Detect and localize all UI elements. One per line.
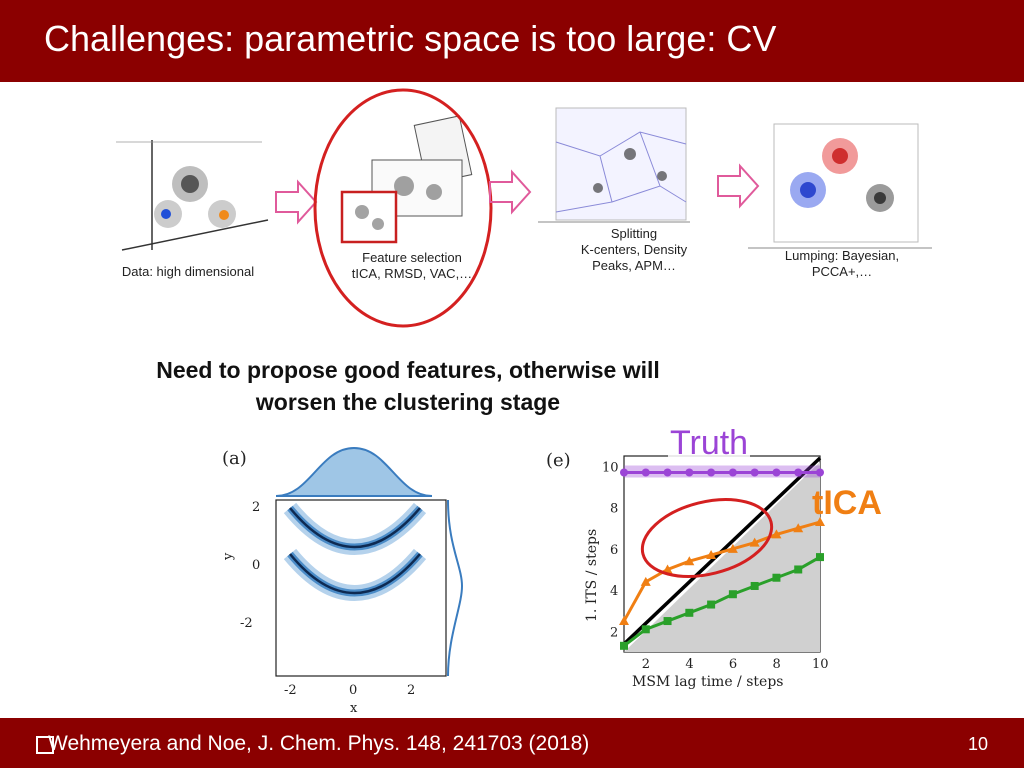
series-2-point-2	[663, 617, 672, 626]
y-axis-label: 1. ITS / steps	[584, 529, 600, 622]
top-marginal-density	[275, 446, 433, 497]
its-plot-panel: (e) 2 4 6 8 10 2 4 6 8 10 MSM lag time / steps 1.…	[546, 450, 829, 690]
series-2-point-6	[750, 581, 759, 590]
step3-caption: Splitting K-centers, Density Peaks, APM…	[544, 226, 724, 274]
series-2-point-8	[794, 565, 803, 574]
series-0-point-3	[685, 468, 694, 477]
y-tick-label-0: 2	[610, 625, 618, 640]
y-tick-label-4: 10	[602, 460, 619, 475]
step3-caption-line2: K-centers, Density	[580, 242, 688, 257]
x-tick-label-0: 2	[642, 657, 650, 672]
x-tick-label-4: 10	[812, 657, 829, 672]
series-2-point-3	[685, 608, 694, 617]
density-contours	[283, 502, 427, 601]
feature-selection-plots	[313, 88, 493, 328]
x-tick-label: -2	[284, 683, 297, 698]
series-0-point-5	[728, 468, 737, 477]
series-0-point-7	[772, 468, 781, 477]
step4-caption-line1: Lumping: Bayesian,	[784, 248, 900, 263]
y-tick-label-2: 6	[610, 543, 618, 558]
lumping-plot	[748, 123, 932, 249]
series-1-point-7	[771, 529, 782, 539]
x-axis-label: MSM lag time / steps	[632, 674, 783, 690]
series-line-1	[622, 520, 821, 622]
panel-e-label: (e)	[546, 450, 571, 471]
its-series-group	[619, 465, 825, 650]
right-marginal-density	[447, 499, 464, 677]
panel-a-label: (a)	[222, 448, 247, 469]
y-tick-label: 0	[252, 558, 260, 573]
series-2-point-9	[816, 553, 824, 562]
series-0-point-4	[707, 468, 716, 477]
step3-caption-line1: Splitting	[610, 226, 658, 241]
footer-bar	[0, 718, 1024, 768]
pipeline-arrow	[717, 163, 760, 209]
step1-caption: Data: high dimensional	[121, 264, 255, 279]
series-1-point-0	[619, 616, 629, 626]
series-2-point-7	[772, 573, 781, 582]
pipeline-diagram	[116, 88, 932, 328]
y-axis-label: y	[221, 552, 236, 561]
slide-title: Challenges: parametric space is too larg…	[44, 18, 777, 59]
x-tick-label: 2	[407, 683, 415, 698]
series-2-point-5	[728, 590, 737, 599]
series-1-point-4	[706, 550, 717, 560]
series-0-point-9	[816, 468, 824, 477]
series-1-point-6	[749, 537, 760, 547]
series-1-point-8	[793, 523, 804, 533]
y-tick-label-1: 4	[610, 584, 618, 599]
footer-icon	[36, 736, 54, 754]
x-tick-label-2: 6	[729, 657, 737, 672]
below-diagonal-region	[624, 462, 820, 652]
x-tick-label-3: 8	[772, 657, 780, 672]
series-0-point-6	[750, 468, 759, 477]
y-tick-label: -2	[240, 616, 253, 631]
x-tick-label-1: 4	[685, 657, 693, 672]
series-1-point-2	[662, 564, 673, 574]
footer-citation: Wehmeyera and Noe, J. Chem. Phys. 148, 2…	[48, 732, 590, 755]
series-0-point-1	[641, 468, 650, 477]
pipeline-arrow	[489, 169, 532, 215]
its-ticks-group: 2 4 6 8 10 2 4 6 8 10	[602, 460, 829, 672]
step3-caption-line3: Peaks, APM…	[592, 258, 676, 273]
series-line-2	[623, 555, 821, 648]
pipeline-arrow	[275, 179, 318, 225]
step2-caption-line2: tICA, RMSD, VAC,…	[351, 266, 473, 281]
x-axis-label: x	[350, 701, 358, 716]
step2-caption: Feature selection tICA, RMSD, VAC,…	[330, 250, 494, 282]
series-1-point-9	[815, 517, 825, 527]
note-text: Need to propose good features, otherwise…	[0, 354, 816, 418]
step4-caption-line2: PCCA+,…	[811, 264, 873, 279]
series-1-point-5	[727, 543, 738, 553]
highlight-ellipse	[640, 498, 774, 578]
x-tick-label: 0	[349, 683, 357, 698]
truth-label: Truth	[668, 424, 751, 463]
tica-label: tICA	[812, 484, 882, 522]
high-dimensional-data-plot	[116, 140, 269, 251]
slide-number: 10	[967, 734, 988, 754]
series-1-point-1	[640, 576, 651, 586]
step2-caption-line1: Feature selection	[362, 250, 462, 265]
series-2-point-4	[707, 600, 716, 609]
series-2-point-0	[620, 641, 628, 650]
step4-caption: Lumping: Bayesian, PCCA+,…	[762, 248, 922, 280]
highlight-circle	[313, 88, 493, 328]
series-0-point-2	[663, 468, 672, 477]
note-line1: Need to propose good features, otherwise…	[156, 357, 660, 383]
series-2-point-1	[641, 625, 650, 634]
series-1-point-3	[684, 556, 695, 566]
splitting-voronoi-plot	[538, 107, 690, 223]
y-tick-label: 2	[252, 500, 260, 515]
title-bar	[0, 0, 1024, 82]
y-tick-label-3: 8	[610, 502, 618, 517]
series-0-point-8	[794, 468, 803, 477]
series-0-point-0	[620, 468, 628, 477]
note-line2: worsen the clustering stage	[255, 389, 561, 415]
density-plot-panel: (a) 2 0 -2 -2 0 2 x y	[221, 446, 464, 716]
